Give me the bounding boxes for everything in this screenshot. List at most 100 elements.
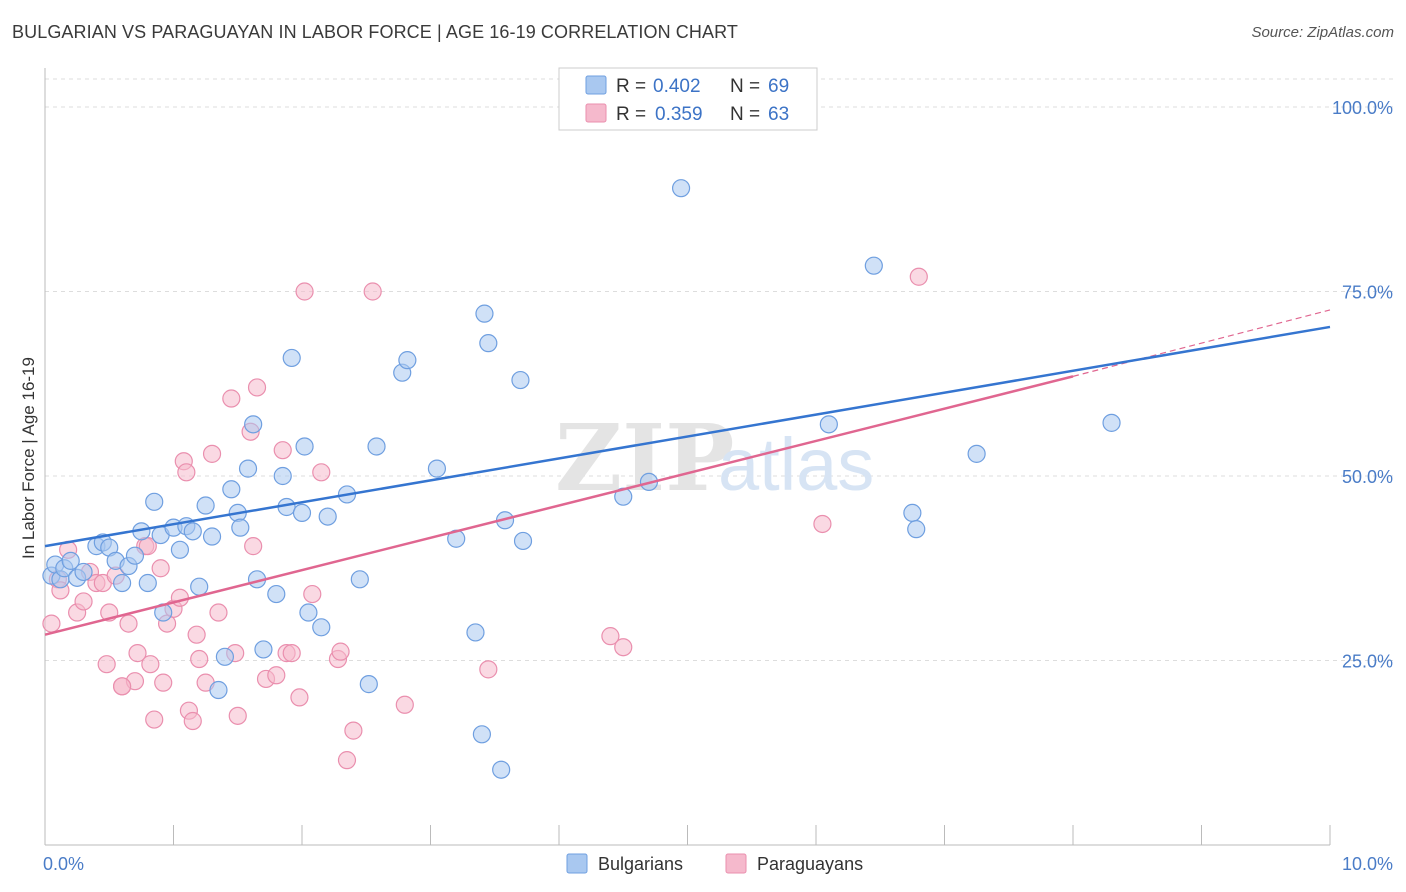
bulgarian-point	[138, 573, 157, 593]
bulgarian-point	[222, 480, 241, 499]
y-tick-label: 25.0%	[1342, 652, 1393, 672]
bulgarian-point	[475, 304, 494, 323]
bulgarian-point	[299, 603, 318, 622]
paraguayan-point	[141, 655, 160, 674]
bulgarian-point	[145, 492, 164, 511]
paraguayan-point	[601, 627, 620, 646]
paraguayan-point	[209, 603, 228, 622]
legend-r-label: R =	[616, 104, 646, 125]
paraguayan-point	[119, 614, 138, 633]
paraguayan-point	[344, 721, 363, 740]
bulgarian-point	[267, 584, 286, 604]
bulgarians-points	[42, 179, 1121, 779]
bulgarian-point	[170, 540, 190, 559]
paraguayans-trend-extension	[1072, 309, 1331, 377]
bulgarian-point	[215, 647, 234, 666]
paraguayan-point	[202, 444, 222, 463]
paraguayan-point	[183, 711, 202, 731]
bulgarian-point	[244, 415, 263, 434]
bulgarian-point	[472, 725, 491, 744]
bulgarian-point	[238, 459, 258, 478]
top-legend: R = 0.402 N = 69 R = 0.359 N = 63	[558, 67, 818, 131]
bulgarian-point	[864, 256, 883, 275]
paraguayan-point	[170, 588, 190, 607]
source-credit: Source: ZipAtlas.com	[1251, 24, 1394, 41]
bottom-legend: Bulgarians Paraguayans	[566, 853, 863, 874]
paraguayan-point	[177, 463, 196, 482]
paraguayan-point	[244, 537, 263, 556]
axes	[44, 68, 1331, 846]
bulgarian-point	[202, 527, 222, 546]
paraguayan-point	[267, 666, 286, 685]
paraguayan-point	[187, 625, 206, 644]
x-tick-label-max: 10.0%	[1342, 854, 1393, 874]
legend-n-value: 63	[768, 104, 789, 125]
tick-labels: 25.0% 50.0% 75.0% 100.0% 0.0% 10.0%	[43, 98, 1393, 874]
paraguayan-point	[337, 751, 357, 770]
watermark-zip: ZIP	[555, 404, 734, 512]
bulgarian-point	[282, 348, 301, 368]
paraguayan-point	[363, 282, 382, 301]
trend-lines	[44, 309, 1331, 636]
bulgarian-point	[903, 503, 922, 523]
paraguayan-point	[395, 695, 414, 714]
paraguayan-point	[222, 389, 241, 408]
paraguayan-point	[42, 614, 61, 633]
paraguayan-point	[228, 706, 247, 725]
paraguayans-points	[42, 267, 928, 770]
bulgarian-point	[466, 623, 485, 642]
paraguayan-point	[295, 282, 314, 301]
paraguayans-trend-line	[44, 375, 1074, 636]
paraguayan-point	[290, 688, 309, 707]
bottom-legend-paraguayans: Paraguayans	[757, 854, 863, 874]
bulgarian-point	[367, 437, 386, 456]
bulgarian-point	[318, 507, 337, 526]
watermark-atlas: atlas	[718, 423, 874, 506]
paraguayan-point	[813, 514, 832, 534]
bulgarian-point	[61, 551, 80, 570]
bulgarian-point	[273, 466, 292, 486]
bulgarian-point	[398, 351, 417, 370]
y-tick-label: 100.0%	[1332, 98, 1393, 118]
bulgarian-point	[231, 518, 250, 537]
chart-title: BULGARIAN VS PARAGUAYAN IN LABOR FORCE |…	[12, 22, 738, 42]
paraguayan-point	[190, 649, 209, 669]
legend-swatch-blue	[585, 75, 607, 95]
paraguayan-point	[282, 644, 301, 663]
bulgarian-point	[196, 496, 215, 515]
bulgarian-point	[907, 520, 926, 539]
bulgarian-point	[492, 760, 511, 779]
bulgarian-point	[125, 546, 145, 565]
bulgarian-point	[819, 415, 838, 434]
paraguayan-point	[151, 559, 170, 578]
bulgarian-point	[295, 437, 314, 456]
paraguayan-point	[331, 642, 350, 661]
bottom-legend-swatch-blue	[566, 853, 588, 874]
bulgarian-point	[359, 675, 378, 694]
legend-r-value: 0.402	[653, 76, 701, 97]
x-tick-label-min: 0.0%	[43, 854, 84, 874]
bulgarian-point	[183, 522, 202, 541]
bulgarian-point	[513, 531, 533, 551]
paraguayan-point	[479, 660, 498, 679]
paraguayan-point	[614, 638, 633, 657]
paraguayan-point	[303, 584, 322, 604]
bulgarian-point	[511, 370, 530, 390]
watermark: ZIP atlas	[555, 404, 874, 512]
paraguayan-point	[97, 655, 116, 674]
bulgarian-point	[479, 334, 498, 353]
paraguayan-point	[154, 673, 173, 692]
bulgarian-point	[1102, 413, 1121, 432]
bulgarians-trend-line	[44, 325, 1331, 548]
bulgarian-point	[190, 577, 209, 596]
y-tick-label: 75.0%	[1342, 283, 1393, 303]
bulgarian-point	[254, 640, 273, 659]
paraguayan-point	[909, 267, 928, 286]
legend-r-label: R =	[616, 76, 646, 97]
bottom-legend-swatch-pink	[725, 853, 747, 874]
bulgarian-point	[292, 503, 312, 523]
bulgarian-point	[671, 179, 691, 198]
paraguayan-point	[273, 441, 292, 460]
bulgarian-point	[350, 570, 369, 589]
